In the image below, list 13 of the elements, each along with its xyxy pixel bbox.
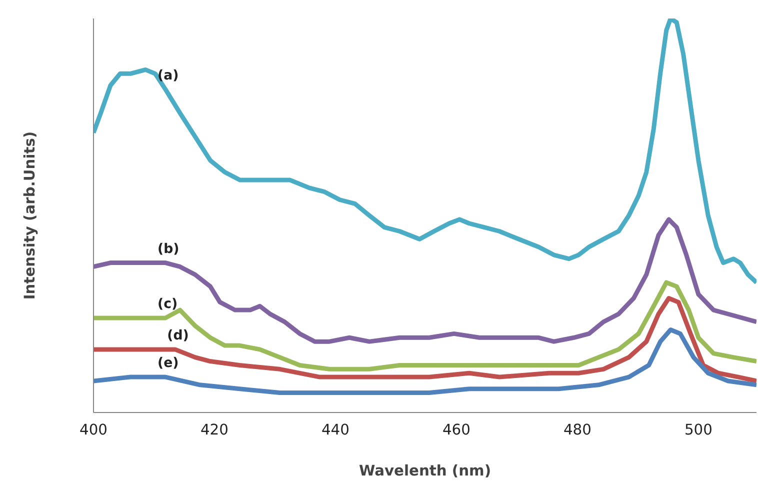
series-label: (b)	[157, 242, 180, 257]
x-tick-label: 400	[80, 422, 108, 438]
series-label: (d)	[167, 328, 189, 344]
x-tick-label: 500	[684, 422, 712, 438]
x-tick-label: 440	[321, 422, 350, 438]
x-tick-label: 480	[563, 422, 592, 438]
series-label: (a)	[157, 68, 179, 84]
x-axis-title: Wavelenth (nm)	[358, 462, 492, 480]
series-label: (e)	[157, 356, 179, 372]
x-tick-label: 420	[200, 422, 228, 438]
series-label: (c)	[157, 296, 178, 312]
x-tick-label: 460	[442, 422, 470, 438]
y-axis-title: Intensity (arb.Units)	[22, 131, 38, 300]
